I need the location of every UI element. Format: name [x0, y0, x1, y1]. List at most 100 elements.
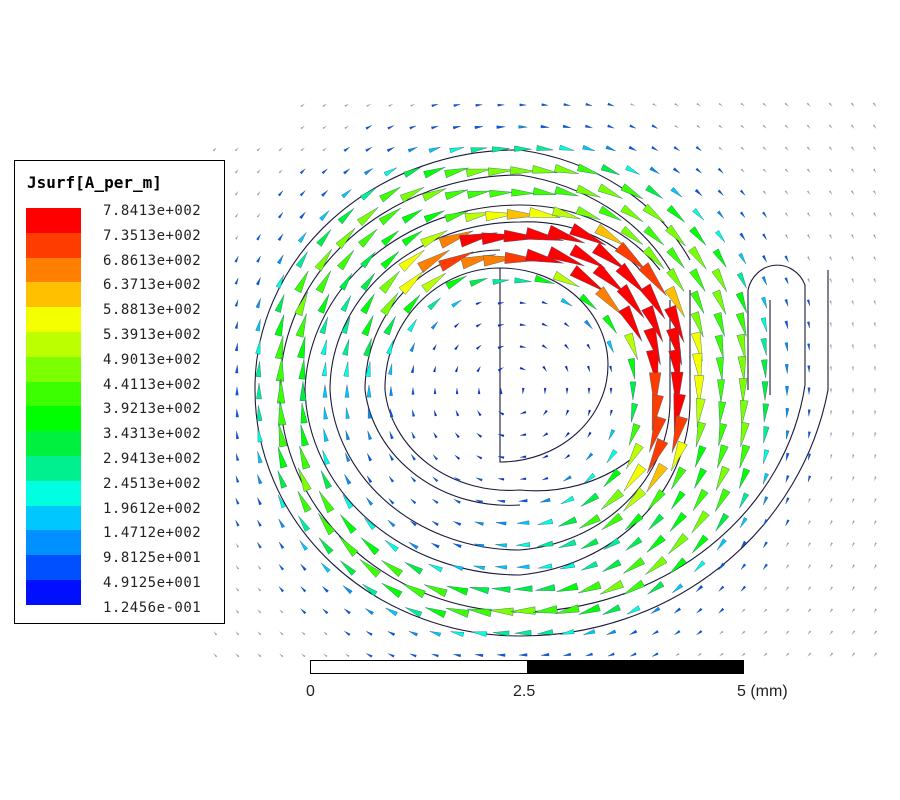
current-vector-arrow	[236, 431, 240, 440]
current-vector-arrow	[806, 146, 811, 151]
current-vector-arrow	[740, 540, 747, 549]
current-vector-arrow	[300, 424, 309, 447]
current-vector-arrow	[829, 344, 832, 350]
current-vector-arrow	[279, 631, 284, 636]
color-band	[26, 579, 81, 605]
current-vector-arrow	[668, 533, 689, 555]
current-vector-arrow	[235, 234, 239, 240]
current-vector-arrow	[401, 209, 423, 224]
current-vector-arrow	[497, 345, 504, 350]
current-vector-arrow	[558, 516, 578, 527]
current-vector-arrow	[450, 631, 465, 637]
current-vector-arrow	[873, 190, 877, 196]
current-vector-arrow	[740, 517, 748, 528]
current-vector-arrow	[873, 630, 878, 636]
current-vector-arrow	[256, 169, 261, 174]
legend-label: 2.9413e+002	[103, 450, 202, 467]
current-vector-arrow	[785, 475, 790, 483]
current-vector-arrow	[784, 277, 789, 285]
current-vector-arrow	[532, 187, 557, 196]
current-vector-arrow	[499, 388, 503, 395]
current-vector-arrow	[737, 355, 747, 382]
current-vector-arrow	[453, 322, 460, 329]
current-vector-arrow	[275, 356, 284, 382]
current-vector-arrow	[763, 519, 769, 527]
current-vector-arrow	[497, 103, 505, 107]
current-vector-arrow	[389, 453, 395, 462]
current-vector-arrow	[569, 244, 606, 269]
current-vector-arrow	[576, 163, 600, 175]
current-vector-arrow	[344, 125, 350, 130]
current-vector-arrow	[563, 103, 571, 106]
current-vector-arrow	[784, 212, 789, 218]
current-vector-arrow	[294, 291, 308, 317]
current-vector-arrow	[295, 313, 307, 338]
current-vector-arrow	[387, 519, 396, 528]
current-vector-arrow	[299, 168, 306, 175]
current-vector-arrow	[718, 423, 728, 447]
current-vector-arrow	[520, 477, 527, 480]
current-vector-arrow	[872, 102, 877, 107]
current-vector-arrow	[807, 630, 812, 635]
current-vector-arrow	[828, 190, 833, 196]
current-vector-arrow	[538, 563, 553, 569]
current-vector-arrow	[785, 608, 790, 613]
current-vector-arrow	[649, 415, 667, 453]
current-vector-arrow	[279, 653, 284, 658]
current-vector-arrow	[851, 278, 854, 284]
current-vector-arrow	[496, 653, 506, 657]
current-vector-arrow	[851, 586, 856, 592]
current-vector-arrow	[560, 297, 573, 307]
current-vector-arrow	[235, 497, 240, 505]
current-vector-arrow	[277, 190, 284, 197]
current-vector-arrow	[257, 474, 263, 485]
current-vector-arrow	[718, 607, 725, 614]
current-vector-arrow	[430, 321, 438, 330]
current-vector-arrow	[477, 388, 481, 395]
current-vector-arrow	[386, 147, 395, 153]
current-vector-arrow	[784, 190, 789, 195]
current-vector-arrow	[603, 468, 622, 488]
current-vector-arrow	[850, 146, 855, 151]
current-vector-arrow	[256, 234, 261, 241]
current-vector-arrow	[492, 630, 510, 637]
current-vector-arrow	[850, 102, 855, 107]
current-vector-arrow	[615, 262, 646, 296]
current-vector-arrow	[390, 408, 394, 418]
current-vector-arrow	[492, 279, 510, 285]
current-vector-arrow	[595, 286, 623, 316]
current-vector-arrow	[404, 562, 423, 575]
current-vector-arrow	[606, 340, 614, 353]
current-vector-arrow	[300, 403, 308, 424]
current-vector-arrow	[366, 103, 372, 107]
current-vector-arrow	[365, 608, 374, 616]
current-vector-arrow	[234, 299, 239, 307]
current-vector-arrow	[608, 429, 616, 440]
current-vector-arrow	[563, 475, 572, 482]
current-vector-arrow	[541, 300, 548, 305]
current-vector-arrow	[278, 518, 286, 529]
legend-label: 4.9125e+001	[103, 574, 202, 591]
current-vector-arrow	[696, 398, 706, 428]
current-vector-arrow	[587, 387, 591, 394]
current-vector-arrow	[585, 102, 593, 106]
current-vector-arrow	[735, 312, 747, 337]
current-vector-arrow	[762, 124, 767, 129]
current-vector-arrow	[735, 291, 747, 313]
current-vector-arrow	[807, 608, 812, 613]
current-vector-arrow	[341, 317, 351, 335]
current-vector-arrow	[591, 242, 627, 271]
current-vector-arrow	[645, 184, 663, 199]
current-vector-arrow	[497, 302, 504, 305]
current-vector-arrow	[736, 272, 747, 289]
current-vector-arrow	[696, 102, 702, 107]
current-vector-arrow	[367, 407, 372, 419]
current-vector-arrow	[873, 256, 876, 262]
current-vector-arrow	[388, 363, 393, 375]
current-vector-arrow	[874, 542, 877, 548]
current-vector-arrow	[717, 444, 729, 469]
current-vector-arrow	[603, 537, 621, 550]
current-vector-arrow	[784, 342, 788, 352]
current-vector-arrow	[739, 444, 751, 469]
current-vector-arrow	[495, 521, 507, 526]
